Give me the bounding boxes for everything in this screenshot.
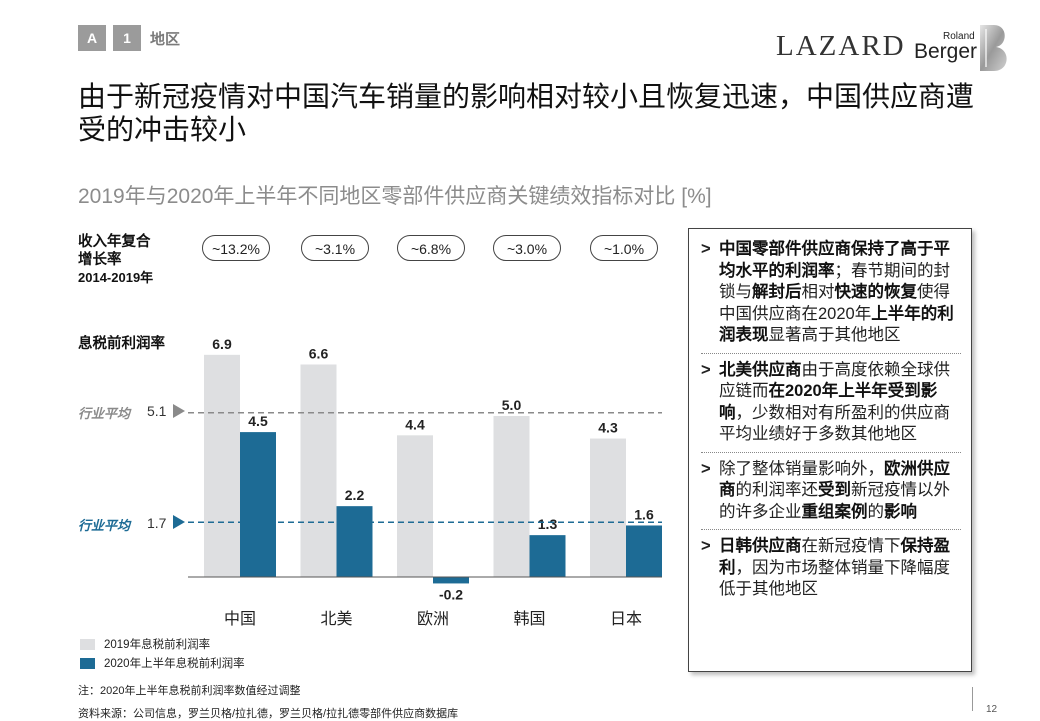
data-label-2019-china: 6.9	[212, 336, 232, 352]
data-label-2020-japan: 1.6	[634, 506, 654, 522]
section-number-tag: 1	[113, 25, 141, 51]
cagr-pill-north-america: ~3.1%	[301, 235, 369, 261]
ebit-margin-label: 息税前利润率	[78, 336, 165, 352]
bar-2020-north-america	[336, 506, 373, 577]
section-label: 地区	[150, 31, 181, 48]
page-title: 由于新冠疫情对中国汽车销量的影响相对较小且恢复迅速，中国供应商遭受的冲击较小	[78, 81, 975, 145]
data-label-2020-north-america: 2.2	[345, 487, 365, 503]
section-letter-tag: A	[78, 25, 106, 51]
commentary-japan-korea: > 日韩供应商在新冠疫情下保持盈利，因为市场整体销量下降幅度低于其他地区	[701, 537, 950, 598]
roland-berger-logo-berger: Berger	[914, 40, 978, 63]
industry-average-2020-arrow-icon	[173, 515, 185, 529]
bar-2019-europe	[397, 435, 433, 577]
revenue-cagr-label: 收入年复合 增长率 2014-2019年	[78, 233, 153, 287]
roland-berger-b-icon	[980, 25, 1007, 71]
revenue-cagr-label-period: 2014-2019年	[78, 270, 154, 285]
chart-subtitle: 2019年与2020年上半年不同地区零部件供应商关键绩效指标对比 [%]	[78, 185, 712, 208]
bar-2019-japan	[590, 438, 626, 577]
lazard-logo: LAZARD	[776, 30, 906, 62]
industry-average-2019-label: 行业平均	[78, 406, 131, 421]
legend-label-2020: 2020年上半年息税前利润率	[104, 658, 245, 670]
data-label-2019-korea: 5.0	[502, 397, 522, 413]
category-label-japan: 日本	[610, 610, 642, 628]
data-label-2019-north-america: 6.6	[309, 345, 329, 361]
industry-average-2019-arrow-icon	[173, 404, 185, 418]
bar-2020-china	[240, 432, 276, 577]
cagr-pill-china: ~13.2%	[202, 235, 270, 261]
bar-2019-china	[204, 354, 240, 577]
page-number-divider	[972, 687, 973, 711]
legend-swatch-2019	[80, 639, 95, 650]
commentary-divider	[701, 451, 961, 453]
data-label-2020-europe: -0.2	[439, 586, 463, 602]
data-label-2019-japan: 4.3	[598, 420, 618, 436]
cagr-pill-europe: ~6.8%	[397, 235, 465, 261]
legend-swatch-2020	[80, 658, 95, 669]
industry-average-2020-label: 行业平均	[78, 518, 131, 533]
commentary-china: > 中国零部件供应商保持了高于平均水平的利润率；春节期间的封锁与解封后相对快速的…	[701, 240, 954, 344]
roland-berger-logo-roland: Roland	[943, 31, 975, 42]
commentary-north-america: > 北美供应商由于高度依赖全球供应链而在2020年上半年受到影响，少数相对有所盈…	[701, 360, 950, 444]
legend-label-2019: 2019年息税前利润率	[104, 639, 211, 651]
bar-2020-japan	[626, 525, 662, 577]
industry-average-2020-value: 1.7	[147, 515, 167, 531]
bar-2019-north-america	[300, 364, 337, 577]
data-label-2019-europe: 4.4	[405, 416, 425, 432]
category-label-north-america: 北美	[320, 610, 352, 628]
data-label-2020-korea: 1.3	[538, 516, 558, 532]
data-label-2020-china: 4.5	[248, 413, 268, 429]
commentary-divider	[701, 529, 961, 530]
commentary-panel: > 中国零部件供应商保持了高于平均水平的利润率；春节期间的封锁与解封后相对快速的…	[688, 228, 972, 672]
revenue-cagr-label-line2: 增长率	[78, 252, 122, 268]
ebit-bar-chart: 6.9 4.5 中国 6.6 2.2 北美 4.4 -0.2 欧洲 5.0 1.3 韩国 4.3 1.6 日…	[188, 336, 662, 628]
category-label-korea: 韩国	[513, 610, 545, 628]
category-label-europe: 欧洲	[417, 610, 449, 628]
commentary-divider	[701, 352, 961, 354]
source-note: 资料来源：公司信息，罗兰贝格/拉扎德，罗兰贝格/拉扎德零部件供应商数据库	[78, 708, 459, 720]
footnote: 注：2020年上半年息税前利润率数值经过调整	[78, 685, 301, 697]
bar-2019-korea	[493, 416, 530, 577]
industry-average-2019-value: 5.1	[147, 403, 167, 419]
revenue-cagr-label-line1: 收入年复合	[78, 234, 151, 250]
bar-2020-korea	[529, 535, 566, 577]
page-number: 12	[986, 704, 998, 715]
bar-2020-europe	[433, 577, 469, 584]
category-label-china: 中国	[224, 610, 256, 628]
cagr-pill-korea: ~3.0%	[493, 235, 561, 261]
commentary-europe: > 除了整体销量影响外，欧洲供应商的利润率还受到新冠疫情以外的许多企业重组案例的…	[701, 459, 950, 521]
cagr-pill-japan: ~1.0%	[590, 235, 658, 261]
